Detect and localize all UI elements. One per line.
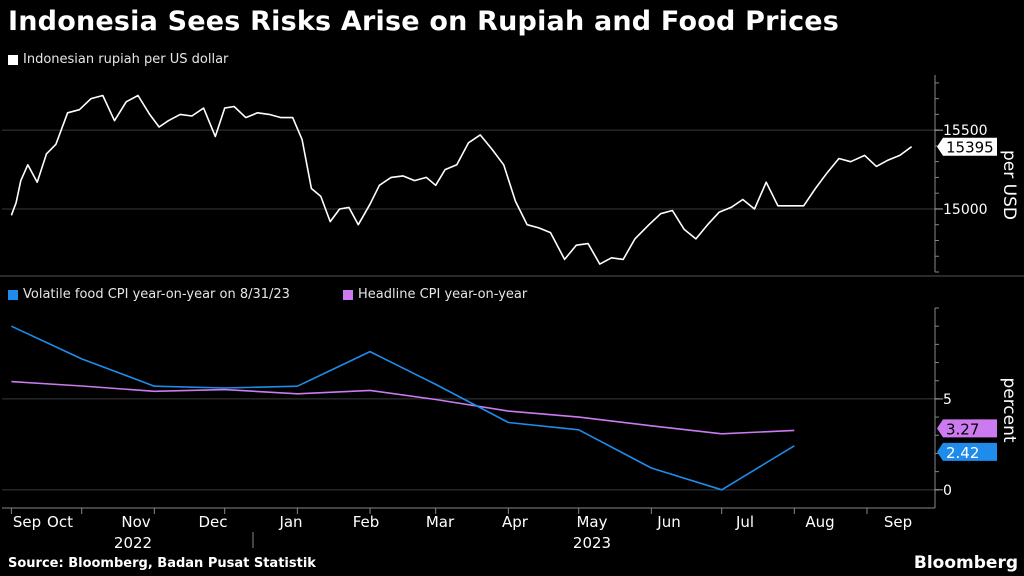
legend-food: Volatile food CPI year-on-year on 8/31/2… [8, 287, 290, 302]
legend-food-label: Volatile food CPI year-on-year on 8/31/2… [23, 287, 290, 302]
legend-rupiah: Indonesian rupiah per US dollar [8, 52, 228, 67]
headline-last-value-box [937, 419, 997, 438]
x-tick-label-nov: Nov [121, 513, 150, 531]
rupiah-tick-label: 15000 [943, 202, 988, 218]
chart-title: Indonesia Sees Risks Arise on Rupiah and… [8, 6, 840, 37]
headline-last-value: 3.27 [946, 420, 979, 438]
source-note: Source: Bloomberg, Badan Pusat Statistik [8, 556, 316, 571]
x-tick-label-apr: Apr [502, 513, 529, 531]
x-tick-label-jun: Jun [656, 513, 680, 531]
x-tick-label-sep: Sep [13, 513, 41, 531]
food-last-value-box [937, 442, 997, 461]
rupiah-last-value: 15395 [946, 139, 994, 157]
rupiah-line [10, 94, 913, 265]
x-tick-label-jan: Jan [278, 513, 302, 531]
x-tick-label-jul: Jul [735, 513, 754, 531]
legend-rupiah-swatch [8, 54, 18, 65]
rupiah-tick-label: 15500 [943, 123, 988, 139]
x-tick-label-mar: Mar [426, 513, 455, 531]
x-year-2023: 2023 [573, 534, 611, 552]
x-tick-label-sep: Sep [884, 513, 912, 531]
legend-rupiah-label: Indonesian rupiah per US dollar [23, 52, 229, 67]
x-tick-label-dec: Dec [198, 513, 227, 531]
x-tick-label-aug: Aug [805, 513, 834, 531]
legend-headline-swatch [343, 289, 353, 300]
x-tick-label-feb: Feb [353, 513, 380, 531]
rupiah-last-value-box [937, 137, 997, 156]
cpi-tick-label: 5 [943, 392, 952, 408]
x-year-2022: 2022 [114, 534, 152, 552]
food-last-value: 2.42 [946, 444, 979, 462]
food-cpi-line [11, 325, 795, 491]
cpi-axis-title: percent [999, 377, 1019, 442]
rupiah-axis-title: per USD [999, 150, 1019, 220]
bloomberg-logo: Bloomberg [913, 553, 1018, 573]
legend-food-swatch [8, 289, 18, 300]
legend-headline-label: Headline CPI year-on-year [358, 287, 528, 302]
cpi-tick-label: 0 [943, 483, 952, 499]
headline-cpi-line [11, 380, 795, 435]
x-tick-label-oct: Oct [47, 513, 73, 531]
x-tick-label-may: May [576, 513, 607, 531]
legend-headline: Headline CPI year-on-year [343, 287, 527, 302]
